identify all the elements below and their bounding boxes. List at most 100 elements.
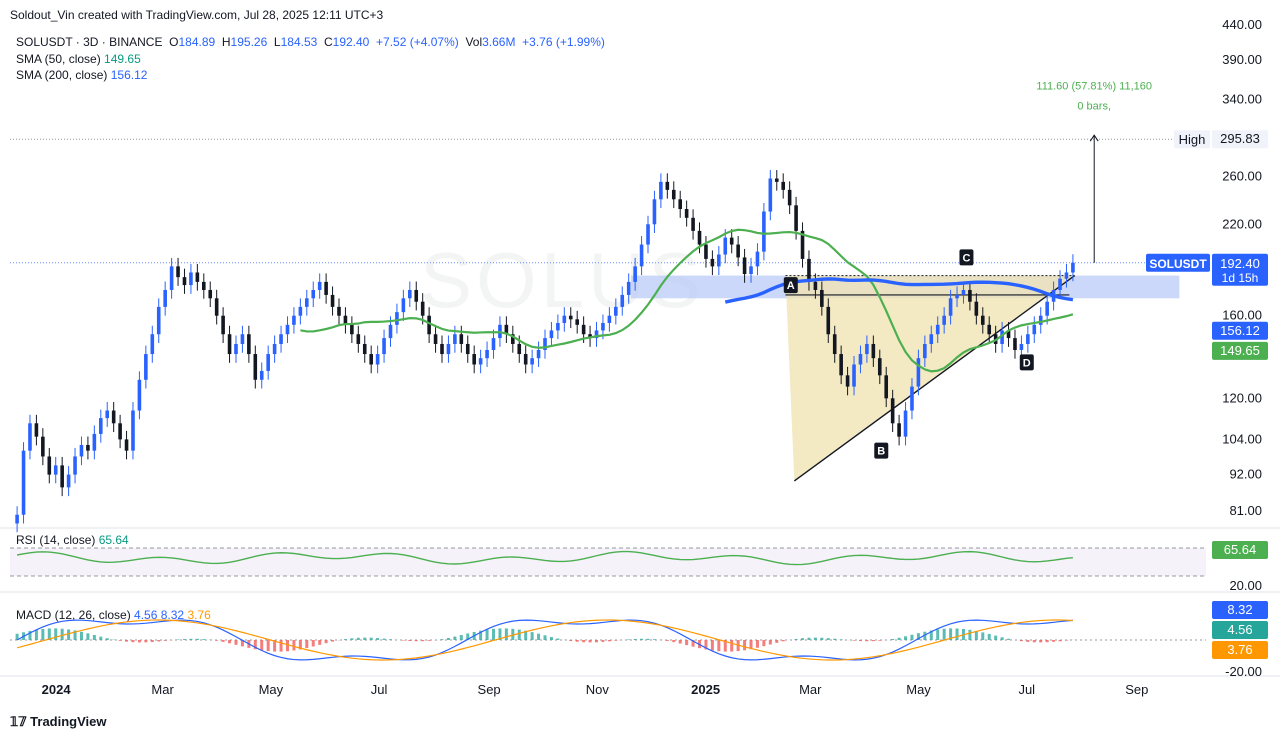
macd-hist-bar [813,637,817,640]
macd-tag: 4.56 [1227,622,1252,637]
rising-trendline [793,275,1076,482]
candle-body [446,343,451,355]
macd-hist-bar [826,638,830,640]
macd-hist-bar [440,639,444,640]
macd-label: MACD (12, 26, close) [16,608,131,622]
macd-hist-bar [47,628,51,640]
candle-body [652,199,657,225]
candle-body [395,312,399,325]
legend-symbol[interactable]: SOLUSDT · 3D · BINANCE [16,35,163,49]
candle-body [247,334,251,355]
macd-hist-bar [987,633,991,640]
macd-hist-bar [228,640,232,644]
close-label: C [323,35,333,49]
projection-label: 111.60 (57.81%) 11,160 [1036,80,1152,92]
candle-body [601,322,605,331]
candle-body [884,375,889,399]
candle-body [749,266,753,275]
candle-body [762,211,766,252]
candle-body [266,354,270,371]
projection-arrowhead [1089,134,1099,142]
candle-body [131,410,135,451]
candle-body [1013,338,1017,350]
macd-hist-bar [459,635,463,640]
macd-hist-bar [86,633,90,640]
rsi-tick-label: 20.00 [1229,578,1262,593]
macd-hist-bar [1064,640,1068,641]
macd-hist-bar [492,628,496,640]
candle-body [897,423,901,437]
candle-body [73,456,77,475]
macd-hist-bar [285,640,289,652]
ohlc-legend[interactable]: SOLUSDT · 3D · BINANCE O184.89 H195.26 L… [16,35,605,49]
macd-hist-bar [446,637,450,640]
macd-hist-bar [730,640,734,652]
macd-hist-bar [775,640,779,643]
candle-body [511,334,515,344]
rsi-legend[interactable]: RSI (14, close) 65.64 [16,533,129,547]
macd-hist-bar [511,628,515,640]
macd-hist-bar [801,638,805,640]
candle-body [517,343,522,355]
macd-hist-bar [517,629,521,640]
macd-hist-bar [318,640,322,645]
macd-hist-bar [54,628,58,640]
candle-body [15,514,19,524]
candle-body [890,398,895,424]
sma50-legend[interactable]: SMA (50, close) 149.65 [16,52,141,66]
candle-body [491,338,496,350]
macd-hist-bar [221,640,225,642]
macd-hist-bar [131,640,135,643]
macd-hist-bar [1045,640,1049,643]
macd-hist-bar [279,640,283,652]
candle-body [626,281,631,295]
high-tag-label: High [1179,132,1206,147]
high-label: H [221,35,231,49]
tradingview-brand: TradingView [30,714,107,729]
rsi-value: 65.64 [98,533,129,547]
candle-body [723,237,728,255]
projection-bars-label: 0 bars, [1077,101,1111,113]
candle-body [942,315,946,325]
vol-label: Vol [465,35,483,49]
candle-body [356,334,361,344]
tradingview-logo[interactable]: 𝟙𝟟 TradingView [10,714,107,730]
candle-body [1045,301,1049,316]
symbol-tag-bg [1146,253,1210,272]
candle-body [916,358,921,387]
macd-hist-bar [833,638,837,640]
candle-body [955,294,959,299]
macd-hist-bar [710,640,714,651]
candle-body [929,334,934,344]
sma200-tag: 156.12 [1220,323,1260,338]
candle-body [832,334,837,355]
x-tick-label: Jul [371,682,388,697]
candle-body [530,358,534,365]
candle-body [549,330,554,339]
candle-body [47,456,52,475]
macd-hist-bar [974,630,978,640]
macd-hist-bar [762,640,766,647]
candle-body [768,178,773,212]
macd-hist-bar [99,636,103,640]
candle-body [343,315,348,325]
macd-hist-bar [981,632,985,640]
candle-body [736,244,740,258]
macd-hist-bar [878,640,882,641]
x-tick-label: May [259,682,284,697]
sma200-label: SMA (200, close) [16,68,108,82]
macd-hist-bar [343,639,347,640]
candle-body [105,410,110,419]
macd-hist-bar [807,637,811,640]
candle-body [717,254,721,267]
high-tag-value: 295.83 [1220,131,1260,146]
candle-body [382,338,386,355]
macd-hist-bar [646,638,650,640]
sma50-label: SMA (50, close) [16,52,101,66]
macd-hist-bar [15,633,19,640]
sma200-legend[interactable]: SMA (200, close) 156.12 [16,68,147,82]
macd-hist-bar [260,640,264,651]
macd-legend[interactable]: MACD (12, 26, close) 4.56 8.32 3.76 [16,608,211,622]
macd-hist-bar [105,638,109,640]
